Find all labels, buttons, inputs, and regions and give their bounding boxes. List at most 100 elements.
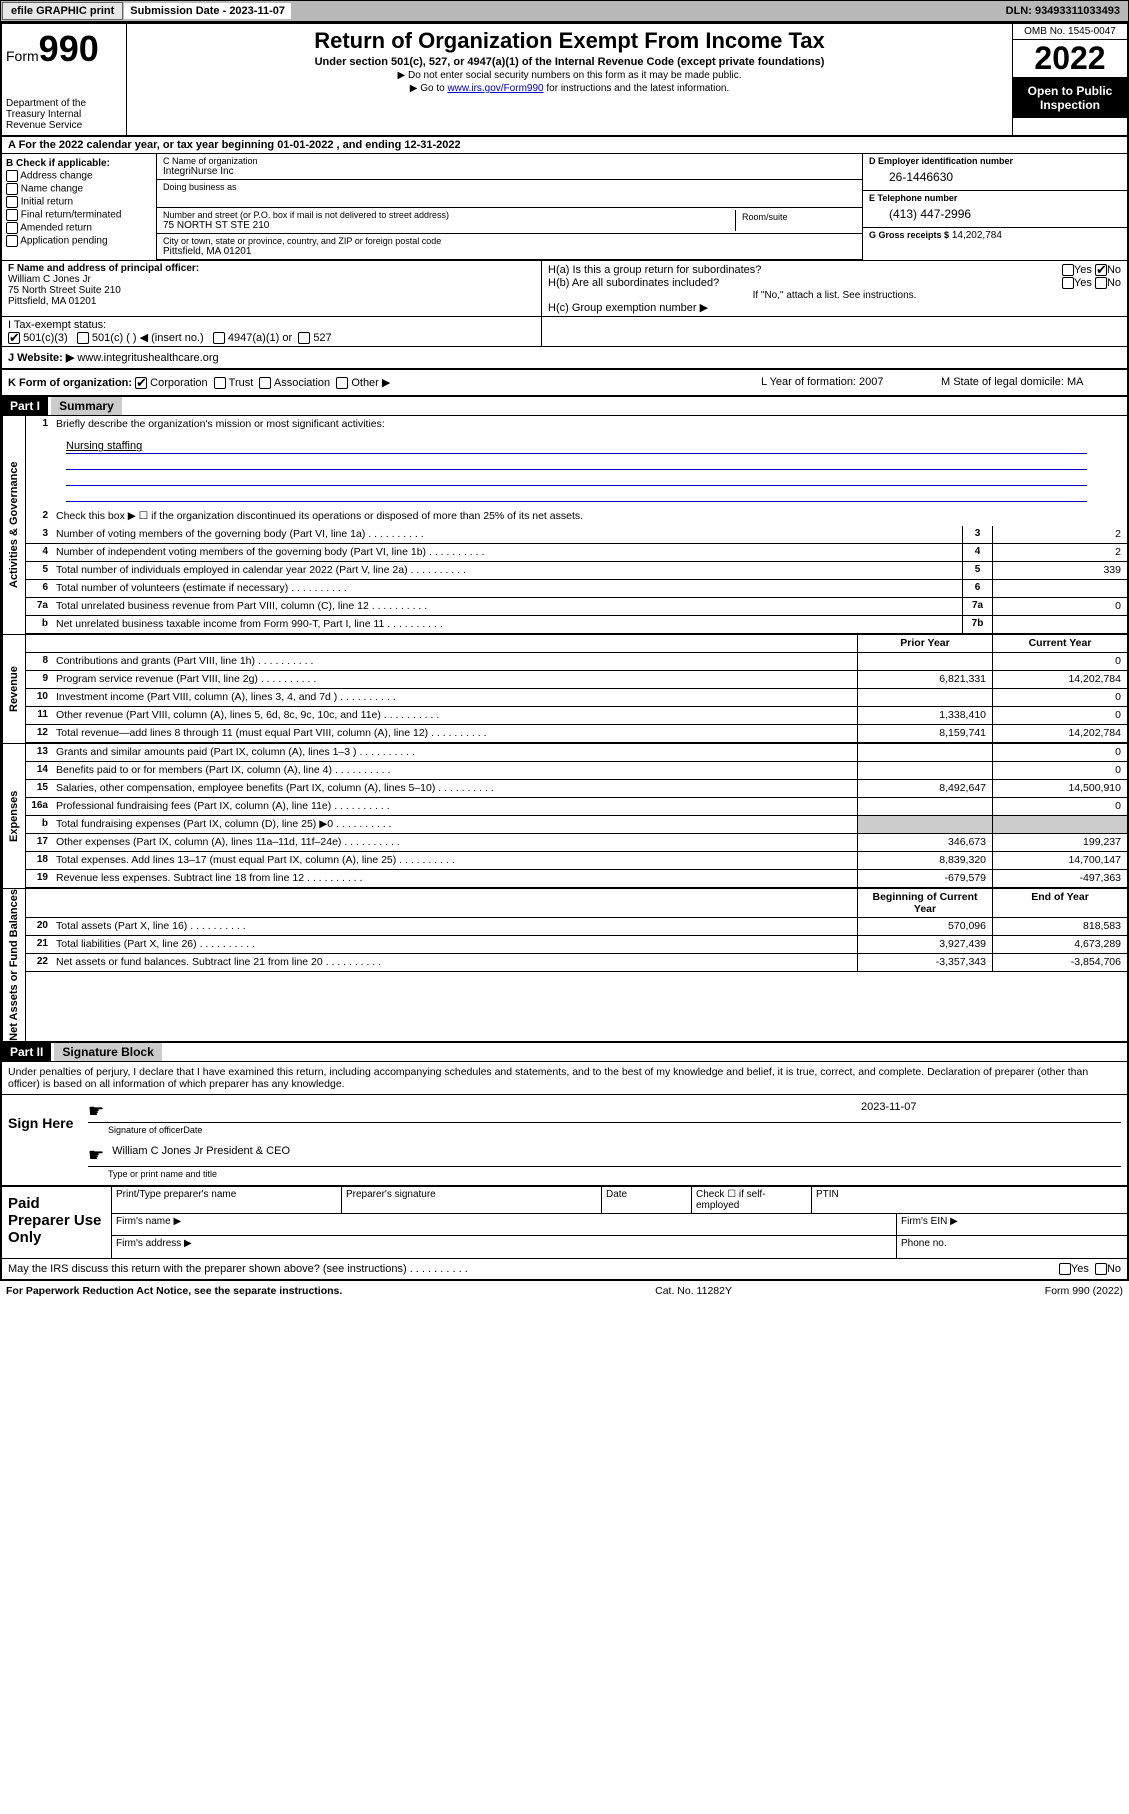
gross-label: G Gross receipts $ — [869, 230, 949, 240]
chk-app-pending[interactable] — [6, 235, 18, 247]
chk-name-change[interactable] — [6, 183, 18, 195]
hb-label: H(b) Are all subordinates included? — [548, 277, 719, 289]
line-box: 4 — [962, 544, 992, 561]
line-num: 16a — [26, 798, 52, 815]
year-formation: L Year of formation: 2007 — [761, 376, 941, 389]
prep-self-emp: Check ☐ if self-employed — [692, 1187, 812, 1213]
chk-527[interactable] — [298, 332, 310, 344]
table-row: 19 Revenue less expenses. Subtract line … — [26, 870, 1127, 888]
state-domicile: M State of legal domicile: MA — [941, 376, 1121, 389]
part2-label: Part II — [2, 1043, 51, 1061]
current-value: -3,854,706 — [992, 954, 1127, 971]
dba-label: Doing business as — [163, 182, 856, 192]
website-label: J Website: ▶ — [8, 352, 74, 364]
line-value — [992, 616, 1127, 633]
line-num: 9 — [26, 671, 52, 688]
current-value: 0 — [992, 653, 1127, 670]
line-desc: Grants and similar amounts paid (Part IX… — [52, 744, 857, 761]
table-row: 5 Total number of individuals employed i… — [26, 562, 1127, 580]
table-row: 16a Professional fundraising fees (Part … — [26, 798, 1127, 816]
hb-no[interactable] — [1095, 277, 1107, 289]
line-num: 5 — [26, 562, 52, 579]
col-h-group: H(a) Is this a group return for subordin… — [542, 261, 1127, 316]
officer-addr2: Pittsfield, MA 01201 — [8, 296, 535, 307]
firm-addr-label: Firm's address ▶ — [112, 1236, 897, 1258]
current-value — [992, 816, 1127, 833]
line-num: 18 — [26, 852, 52, 869]
row-j-website: J Website: ▶ www.integritushealthcare.or… — [0, 346, 1129, 370]
line-num: 2 — [26, 508, 52, 526]
part2-header: Part II Signature Block — [0, 1043, 1129, 1062]
table-row: 9 Program service revenue (Part VIII, li… — [26, 671, 1127, 689]
hb-yes[interactable] — [1062, 277, 1074, 289]
irs-no[interactable] — [1095, 1263, 1107, 1275]
chk-amended[interactable] — [6, 222, 18, 234]
prior-value: -3,357,343 — [857, 954, 992, 971]
ha-no[interactable] — [1095, 264, 1107, 276]
officer-addr1: 75 North Street Suite 210 — [8, 285, 535, 296]
chk-trust[interactable] — [214, 377, 226, 389]
vtab-net-assets: Net Assets or Fund Balances — [2, 889, 26, 1041]
chk-501c3[interactable] — [8, 332, 20, 344]
efile-print-button[interactable]: efile GRAPHIC print — [2, 2, 123, 20]
prior-value — [857, 653, 992, 670]
chk-address-change[interactable] — [6, 170, 18, 182]
irs-discuss-text: May the IRS discuss this return with the… — [8, 1263, 468, 1275]
chk-corp[interactable] — [135, 377, 147, 389]
form-subtitle: Under section 501(c), 527, or 4947(a)(1)… — [135, 56, 1004, 68]
chk-initial-return[interactable] — [6, 196, 18, 208]
phone-label: E Telephone number — [869, 193, 1121, 203]
street-address: 75 NORTH ST STE 210 — [163, 220, 735, 231]
line-desc: Salaries, other compensation, employee b… — [52, 780, 857, 797]
sign-here-label: Sign Here — [2, 1095, 82, 1185]
line-desc: Total number of volunteers (estimate if … — [52, 580, 962, 597]
tax-year: 2022 — [1013, 40, 1127, 78]
irs-link[interactable]: www.irs.gov/Form990 — [447, 83, 543, 94]
current-value: 0 — [992, 762, 1127, 779]
line-desc: Program service revenue (Part VIII, line… — [52, 671, 857, 688]
row-i-status: I Tax-exempt status: 501(c)(3) 501(c) ( … — [0, 316, 1129, 346]
prior-value: 1,338,410 — [857, 707, 992, 724]
hdr-end: End of Year — [992, 889, 1127, 917]
current-value: 0 — [992, 707, 1127, 724]
ha-yes[interactable] — [1062, 264, 1074, 276]
line-num: 12 — [26, 725, 52, 742]
line-num: 3 — [26, 526, 52, 543]
line-value: 339 — [992, 562, 1127, 579]
line-desc: Benefits paid to or for members (Part IX… — [52, 762, 857, 779]
summary-table: Activities & Governance 1 Briefly descri… — [0, 416, 1129, 1043]
form-header: Form990 Department of the Treasury Inter… — [0, 22, 1129, 137]
chk-assoc[interactable] — [259, 377, 271, 389]
current-value: 14,500,910 — [992, 780, 1127, 797]
line-box: 7b — [962, 616, 992, 633]
sig-date: 2023-11-07 — [861, 1101, 1121, 1122]
submission-date: Submission Date - 2023-11-07 — [124, 3, 291, 19]
prep-sig-hdr: Preparer's signature — [342, 1187, 602, 1213]
hb-note: If "No," attach a list. See instructions… — [548, 290, 1121, 301]
line-num: b — [26, 816, 52, 833]
line-desc: Total fundraising expenses (Part IX, col… — [52, 816, 857, 833]
prep-ptin-hdr: PTIN — [812, 1187, 1127, 1213]
line-num: 15 — [26, 780, 52, 797]
chk-other[interactable] — [336, 377, 348, 389]
chk-final-return[interactable] — [6, 209, 18, 221]
prior-value: 570,096 — [857, 918, 992, 935]
omb-number: OMB No. 1545-0047 — [1013, 24, 1127, 40]
chk-4947[interactable] — [213, 332, 225, 344]
hdr-begin: Beginning of Current Year — [857, 889, 992, 917]
line-box: 7a — [962, 598, 992, 615]
line-num: 22 — [26, 954, 52, 971]
line-desc: Total assets (Part X, line 16) — [52, 918, 857, 935]
table-row: 10 Investment income (Part VIII, column … — [26, 689, 1127, 707]
table-row: 18 Total expenses. Add lines 13–17 (must… — [26, 852, 1127, 870]
line-desc: Investment income (Part VIII, column (A)… — [52, 689, 857, 706]
phone-value: (413) 447-2996 — [869, 203, 1121, 225]
line-box: 3 — [962, 526, 992, 543]
chk-501c[interactable] — [77, 332, 89, 344]
current-value: 818,583 — [992, 918, 1127, 935]
prior-value: 3,927,439 — [857, 936, 992, 953]
prep-name-hdr: Print/Type preparer's name — [112, 1187, 342, 1213]
ha-label: H(a) Is this a group return for subordin… — [548, 264, 761, 276]
irs-yes[interactable] — [1059, 1263, 1071, 1275]
line-value: 2 — [992, 526, 1127, 543]
